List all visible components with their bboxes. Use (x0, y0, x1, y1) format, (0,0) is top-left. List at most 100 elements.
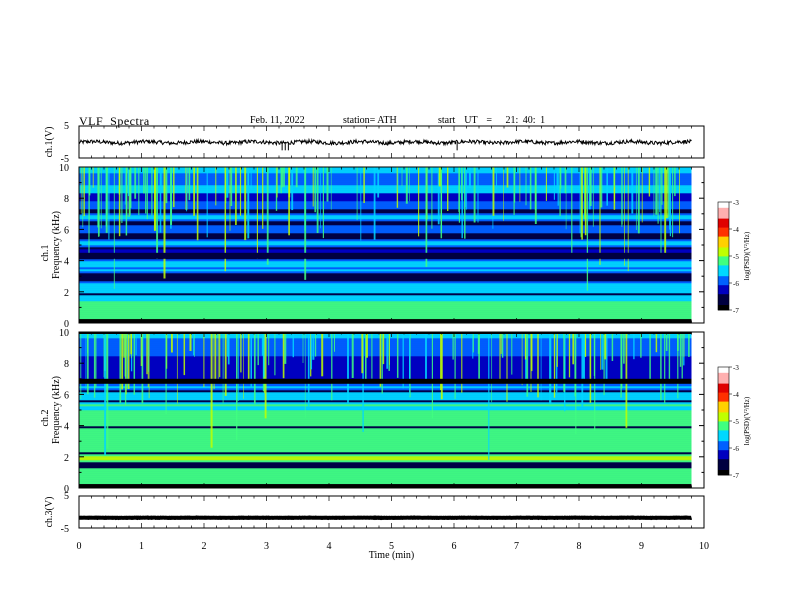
s2-colorbar-step (718, 386, 729, 389)
s2-band (79, 432, 692, 435)
s2-colorbar-step (718, 374, 729, 377)
s2-band (79, 344, 692, 347)
s2-band (79, 476, 692, 479)
s2-colorbar-step (718, 399, 729, 402)
s1-band (79, 235, 692, 238)
s2-colorbar-step (718, 458, 729, 461)
s2-band (79, 478, 692, 481)
s2-colorbar-step (718, 457, 729, 460)
s1-band (79, 265, 692, 268)
w3-plot (79, 515, 693, 521)
s2-band (79, 338, 692, 341)
s1-band (79, 247, 692, 250)
y-tick-label: -5 (61, 154, 69, 165)
s2-band (79, 472, 692, 475)
y-tick-label: 0 (64, 319, 69, 330)
s1-band (79, 171, 692, 174)
s1-band (79, 269, 692, 272)
s1-band (79, 199, 692, 202)
s2-colorbar-step (718, 428, 729, 431)
s1-colorbar-step (718, 308, 729, 311)
colorbar-tick-label: -5 (733, 418, 739, 426)
s2-colorbar-step (718, 437, 729, 440)
y-tick-label: 8 (64, 194, 69, 205)
x-tick-label: 9 (639, 541, 644, 552)
s1-colorbar-step (718, 265, 729, 268)
s1-band (79, 193, 692, 196)
s1-band (79, 277, 692, 280)
s2-band (79, 408, 692, 411)
s1-band (79, 225, 692, 228)
s1-colorbar-step (718, 286, 729, 289)
s1-band (79, 243, 692, 246)
figure-title: VLF Spectra (79, 114, 150, 128)
station-label: station= ATH (343, 115, 397, 126)
s1-band (79, 267, 692, 270)
s2-dark-row (79, 378, 692, 384)
s1-band (79, 305, 692, 308)
colorbar-tick-label: -4 (733, 391, 739, 399)
s2-colorbar-step (718, 388, 729, 391)
x-tick-label: 8 (577, 541, 582, 552)
s1-band (79, 191, 692, 194)
s2-colorbar-step (718, 424, 729, 427)
s2-band (79, 362, 692, 365)
s2-colorbar-step (718, 377, 729, 380)
s2-band (79, 474, 692, 477)
s2-band (79, 388, 692, 391)
s1-colorbar-step (718, 261, 729, 264)
s2-band (79, 442, 692, 445)
x-tick-label: 0 (77, 541, 82, 552)
s2-colorbar-step (718, 431, 729, 434)
s1-ylabel-prefix: ch.1 (40, 245, 51, 262)
s2-band (79, 386, 692, 389)
s1-band (79, 195, 692, 198)
s2-band (79, 356, 692, 359)
s2-band (79, 434, 692, 437)
s2-colorbar-step (718, 473, 729, 476)
s2-band (79, 384, 692, 387)
s1-band (79, 179, 692, 182)
s2-colorbar-step (718, 466, 729, 469)
s1-colorbar-step (718, 236, 729, 239)
y-tick-label: 0 (64, 484, 69, 495)
s2-colorbar-step (718, 397, 729, 400)
s2-band (79, 446, 692, 449)
s1-band (79, 231, 692, 234)
s1-plot (79, 167, 729, 324)
s1-colorbar-step (718, 297, 729, 300)
x-tick-label: 7 (514, 541, 519, 552)
s1-band (79, 181, 692, 184)
s2-colorbar-step (718, 372, 729, 375)
s1-band (79, 271, 692, 274)
s1-colorbar-step (718, 250, 729, 253)
s2-colorbar-step (718, 471, 729, 474)
s2-colorbar-step (718, 383, 729, 386)
s2-band (79, 358, 692, 361)
s2-band (79, 368, 692, 371)
y-tick-label: 6 (64, 225, 69, 236)
s2-colorbar-label: log(PSD)(V²/Hz) (743, 396, 751, 445)
y-tick-label: 4 (64, 257, 69, 268)
colorbar-tick-label: -3 (733, 364, 739, 372)
s1-colorbar-step (718, 225, 729, 228)
s1-colorbar-label: log(PSD)(V²/Hz) (743, 231, 751, 280)
s1-colorbar-step (718, 207, 729, 210)
s2-band (79, 336, 692, 339)
s2-band (79, 420, 692, 423)
s2-band (79, 350, 692, 353)
s1-band (79, 237, 692, 240)
s2-colorbar-step (718, 385, 729, 388)
s2-band (79, 448, 692, 451)
s2-colorbar-step (718, 413, 729, 416)
x-tick-label: 10 (699, 541, 709, 552)
x-tick-label: 3 (264, 541, 269, 552)
s1-band (79, 317, 692, 320)
s2-band (79, 468, 692, 471)
s2-colorbar-step (718, 421, 729, 424)
s1-band (79, 291, 692, 294)
s1-colorbar-step (718, 205, 729, 208)
s1-colorbar-step (718, 281, 729, 284)
s1-band (79, 201, 692, 204)
s1-band (79, 251, 692, 254)
